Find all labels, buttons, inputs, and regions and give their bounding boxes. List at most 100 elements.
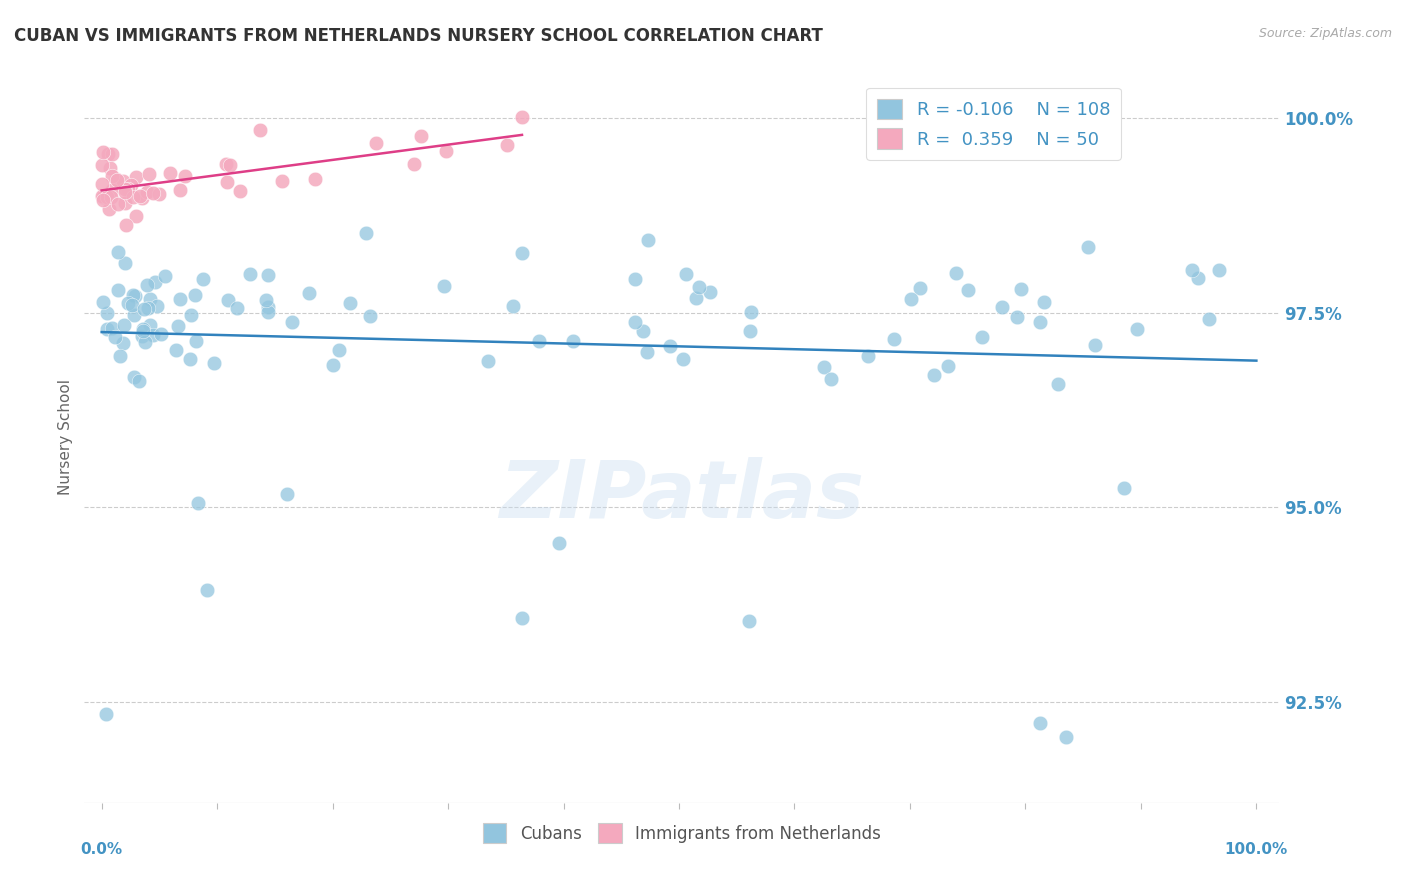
Point — [276, 487, 298, 501]
Point — [856, 349, 879, 363]
Point — [96, 707, 118, 722]
Point — [112, 173, 135, 187]
Point — [114, 182, 136, 196]
Point — [675, 267, 697, 281]
Point — [142, 328, 165, 343]
Text: 100.0%: 100.0% — [1225, 842, 1288, 856]
Point — [637, 233, 659, 247]
Point — [143, 275, 166, 289]
Point — [688, 280, 710, 294]
Point — [1029, 715, 1052, 730]
Point — [90, 177, 112, 191]
Point — [100, 320, 122, 334]
Point — [101, 169, 124, 183]
Text: 0.0%: 0.0% — [80, 842, 122, 856]
Point — [623, 315, 645, 329]
Point — [135, 278, 157, 293]
Point — [96, 322, 118, 336]
Point — [128, 374, 150, 388]
Point — [108, 349, 131, 363]
Point — [359, 309, 381, 323]
Point — [1005, 310, 1028, 325]
Point — [149, 327, 172, 342]
Point — [239, 268, 262, 282]
Point — [1208, 263, 1230, 277]
Point — [90, 188, 112, 202]
Point — [738, 614, 761, 628]
Point — [117, 182, 139, 196]
Point — [91, 190, 114, 204]
Point — [187, 495, 209, 509]
Point — [131, 191, 153, 205]
Point — [100, 190, 122, 204]
Point — [1187, 271, 1209, 285]
Point — [685, 291, 707, 305]
Text: ZIPatlas: ZIPatlas — [499, 457, 865, 534]
Point — [672, 351, 695, 366]
Point — [125, 209, 148, 223]
Point — [96, 306, 118, 320]
Point — [91, 145, 114, 159]
Point — [1125, 322, 1147, 336]
Point — [142, 186, 165, 200]
Point — [339, 296, 361, 310]
Point — [215, 157, 238, 171]
Point — [699, 285, 721, 300]
Point — [129, 189, 152, 203]
Point — [122, 288, 145, 302]
Point — [1114, 481, 1136, 495]
Point — [659, 338, 682, 352]
Point — [132, 324, 155, 338]
Point — [548, 536, 571, 550]
Point — [131, 329, 153, 343]
Point — [114, 195, 136, 210]
Point — [1198, 312, 1220, 326]
Point — [112, 335, 135, 350]
Point — [354, 227, 377, 241]
Point — [477, 353, 499, 368]
Point — [120, 178, 142, 193]
Point — [510, 611, 533, 625]
Point — [180, 308, 202, 322]
Point — [298, 285, 321, 300]
Point — [173, 169, 195, 183]
Point — [138, 167, 160, 181]
Point — [114, 185, 136, 199]
Point — [1084, 338, 1107, 352]
Point — [167, 319, 190, 334]
Point — [495, 138, 517, 153]
Point — [304, 172, 326, 186]
Point — [256, 268, 278, 282]
Point — [184, 334, 207, 349]
Point — [257, 300, 280, 314]
Point — [122, 369, 145, 384]
Point — [527, 334, 550, 349]
Point — [124, 288, 146, 302]
Point — [191, 272, 214, 286]
Point — [105, 173, 128, 187]
Point — [562, 334, 585, 348]
Point — [883, 332, 905, 346]
Point — [908, 281, 931, 295]
Point — [322, 358, 344, 372]
Point — [117, 295, 139, 310]
Point — [91, 190, 114, 204]
Point — [169, 182, 191, 196]
Point — [433, 279, 456, 293]
Point — [97, 146, 120, 161]
Point — [281, 315, 304, 329]
Point — [132, 321, 155, 335]
Point — [229, 184, 252, 198]
Point — [219, 158, 242, 172]
Point — [434, 144, 457, 158]
Point — [1010, 282, 1032, 296]
Point — [972, 330, 994, 344]
Point — [112, 318, 135, 333]
Point — [217, 175, 239, 189]
Point — [624, 272, 647, 286]
Point — [364, 136, 387, 151]
Point — [107, 196, 129, 211]
Point — [134, 302, 156, 317]
Point — [138, 293, 160, 307]
Point — [114, 255, 136, 269]
